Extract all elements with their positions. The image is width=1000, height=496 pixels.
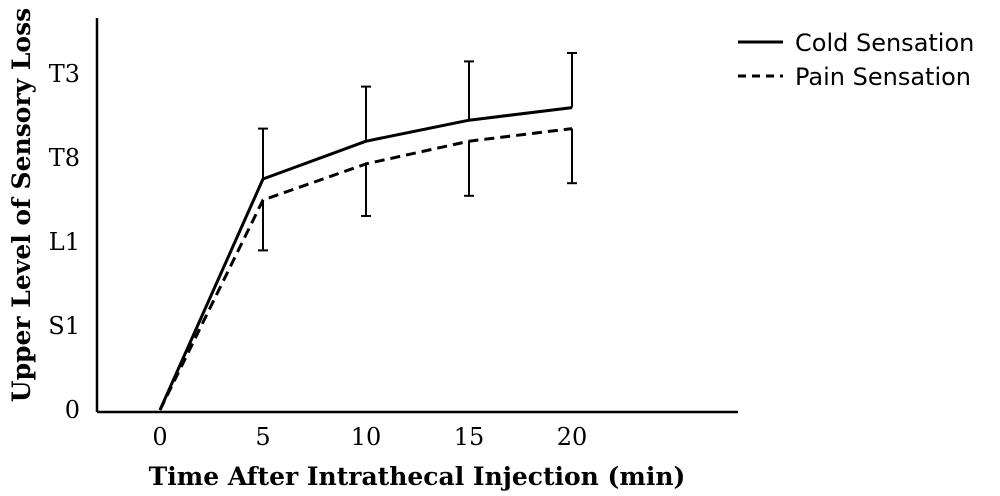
series-line-cold-sensation [158, 106, 573, 411]
x-tick-label: 20 [557, 423, 588, 451]
y-tick-label: 0 [65, 396, 80, 424]
y-tick-label: T8 [49, 144, 80, 172]
legend-label: Cold Sensation [795, 29, 974, 57]
legend-label: Pain Sensation [795, 63, 971, 91]
series-lines [158, 106, 573, 411]
series-line-pain-sensation [158, 127, 573, 411]
x-tick-label: 10 [351, 423, 382, 451]
x-tick-label: 15 [454, 423, 485, 451]
y-tick-label: T3 [49, 60, 80, 88]
y-tick-labels: 0 S1 L1 T8 T3 C6 [46, 0, 80, 424]
y-axis-title: Upper Level of Sensory Loss [7, 8, 36, 402]
legend: Cold Sensation Pain Sensation [738, 29, 974, 91]
x-axis-title: Time After Intrathecal Injection (min) [149, 462, 686, 491]
x-tick-label: 5 [255, 423, 270, 451]
y-tick-label: C6 [46, 0, 80, 4]
y-tick-label: L1 [49, 228, 80, 256]
axes [95, 18, 738, 414]
error-bars [258, 52, 577, 252]
y-tick-label: S1 [48, 312, 80, 340]
x-tick-label: 0 [152, 423, 167, 451]
x-tick-labels: 0 5 10 15 20 [152, 423, 587, 451]
